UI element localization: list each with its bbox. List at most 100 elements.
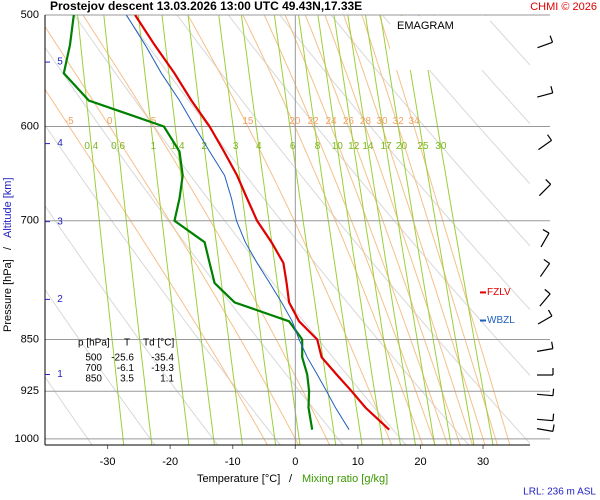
pseudo-adiabat [187, 15, 393, 445]
mixing-ratio-line [161, 15, 215, 445]
x-tick-label: -30 [100, 456, 116, 468]
barb-staff [537, 92, 553, 98]
altitude-label: 3 [57, 216, 63, 227]
altitude-label: 5 [57, 57, 63, 68]
pseudo-adiabat [343, 15, 486, 445]
pseudo-adiabat-label: 5 [151, 116, 157, 127]
barb-staff [537, 41, 553, 49]
table-cell: 3.5 [120, 374, 134, 385]
mixing-ratio-label: 3 [233, 141, 239, 152]
mixing-ratio-label: 1 [151, 141, 157, 152]
pseudo-adiabat-label: 30 [376, 116, 388, 127]
y-tick-label: 850 [21, 333, 39, 345]
profile-line [134, 14, 390, 431]
x-tick-label: 10 [352, 456, 364, 468]
dry-adiabat [330, 15, 530, 247]
barb-staff [537, 348, 553, 352]
pseudo-adiabat-label: 0 [107, 116, 113, 127]
wind-barb [538, 134, 553, 151]
barb-staff [536, 418, 554, 422]
y-tick-label: 925 [21, 385, 39, 397]
dry-adiabat [125, 15, 470, 445]
pseudo-adiabat-label: 26 [343, 116, 355, 127]
pseudo-adiabat [304, 15, 461, 445]
dry-adiabat [514, 0, 600, 451]
pseudo-adiabat [378, 15, 511, 445]
table-header: Td [°C] [143, 338, 174, 349]
x-tick-label: 30 [477, 456, 489, 468]
x-tick-label: 20 [414, 456, 426, 468]
mixing-ratio-line [218, 15, 277, 445]
barb-staff [538, 183, 552, 197]
table-cell: 850 [85, 374, 102, 385]
dry-adiabat [381, 15, 530, 185]
table-cell: 1.1 [160, 374, 174, 385]
altitude-label: 1 [57, 369, 63, 380]
barb-flag [550, 86, 554, 94]
pseudo-adiabat-label: -5 [65, 116, 74, 127]
y-tick-label: 700 [21, 215, 39, 227]
profile-line [125, 14, 350, 430]
y-axis-sep: / [2, 246, 14, 250]
pseudo-adiabat [45, 88, 269, 445]
barb-staff [539, 293, 551, 307]
table-cell: -19.3 [151, 363, 174, 374]
x-tick-label: 0 [292, 456, 298, 468]
y-tick-label: 1000 [15, 433, 39, 445]
mixing-ratio-label: 14 [362, 141, 374, 152]
pseudo-adiabat [324, 15, 474, 445]
barb-flag [547, 134, 553, 141]
mixing-ratio-line [77, 15, 125, 445]
pseudo-adiabat [263, 15, 436, 445]
pseudo-adiabat-label: 15 [242, 116, 254, 127]
table-cell: -6.1 [117, 363, 135, 374]
table-cell: 700 [85, 363, 102, 374]
barb-staff [538, 139, 552, 151]
altitude-label: 4 [57, 138, 63, 149]
pseudo-adiabat [45, 25, 300, 445]
wind-barb [538, 178, 552, 197]
barb-flag [542, 229, 550, 234]
dry-adiabat [227, 15, 530, 377]
mixing-ratio-line [333, 15, 401, 445]
pseudo-adiabat-label: 32 [393, 116, 405, 127]
mixing-ratio-line [317, 15, 384, 445]
wind-barb [539, 288, 551, 307]
wind-barb [539, 258, 551, 277]
level-label: FZLV [487, 287, 511, 298]
pseudo-adiabat [242, 15, 424, 445]
mixing-ratio-line [273, 15, 337, 445]
barb-flag [547, 309, 553, 317]
x-axis-label2: Mixing ratio [g/kg] [302, 473, 388, 485]
mixing-ratio-line [103, 15, 153, 445]
barb-flag [552, 413, 555, 421]
background-lines [45, 0, 600, 451]
wind-barb [537, 35, 554, 49]
table-cell: -25.6 [111, 353, 134, 364]
x-axis-sep: / [289, 473, 293, 485]
mixing-ratio-label: 1.4 [171, 141, 185, 152]
wind-barb [536, 388, 555, 397]
table-header: p [hPa] [78, 338, 110, 349]
barb-staff [539, 263, 551, 277]
pseudo-adiabat-label: 34 [408, 116, 420, 127]
level-label: WBZL [487, 315, 515, 326]
mixing-ratio-label: 20 [396, 141, 408, 152]
barb-staff [537, 315, 553, 325]
x-tick-label: -20 [162, 456, 178, 468]
barb-flag [552, 388, 555, 396]
altitude-label: 2 [57, 294, 63, 305]
credit: CHMI © 2026 [530, 1, 597, 13]
mixing-ratio-label: 12 [348, 141, 360, 152]
wind-barb [536, 413, 555, 422]
mixing-ratio-label: 2 [201, 141, 207, 152]
dry-adiabat [45, 376, 93, 445]
profile-line [62, 14, 314, 430]
dry-adiabat [564, 0, 600, 451]
dry-adiabat [45, 204, 219, 445]
pseudo-adiabat-label: 24 [325, 116, 337, 127]
x-axis-label: Temperature [°C] [197, 473, 280, 485]
barb-flag [552, 424, 555, 432]
mixing-ratio-line [400, 15, 475, 445]
